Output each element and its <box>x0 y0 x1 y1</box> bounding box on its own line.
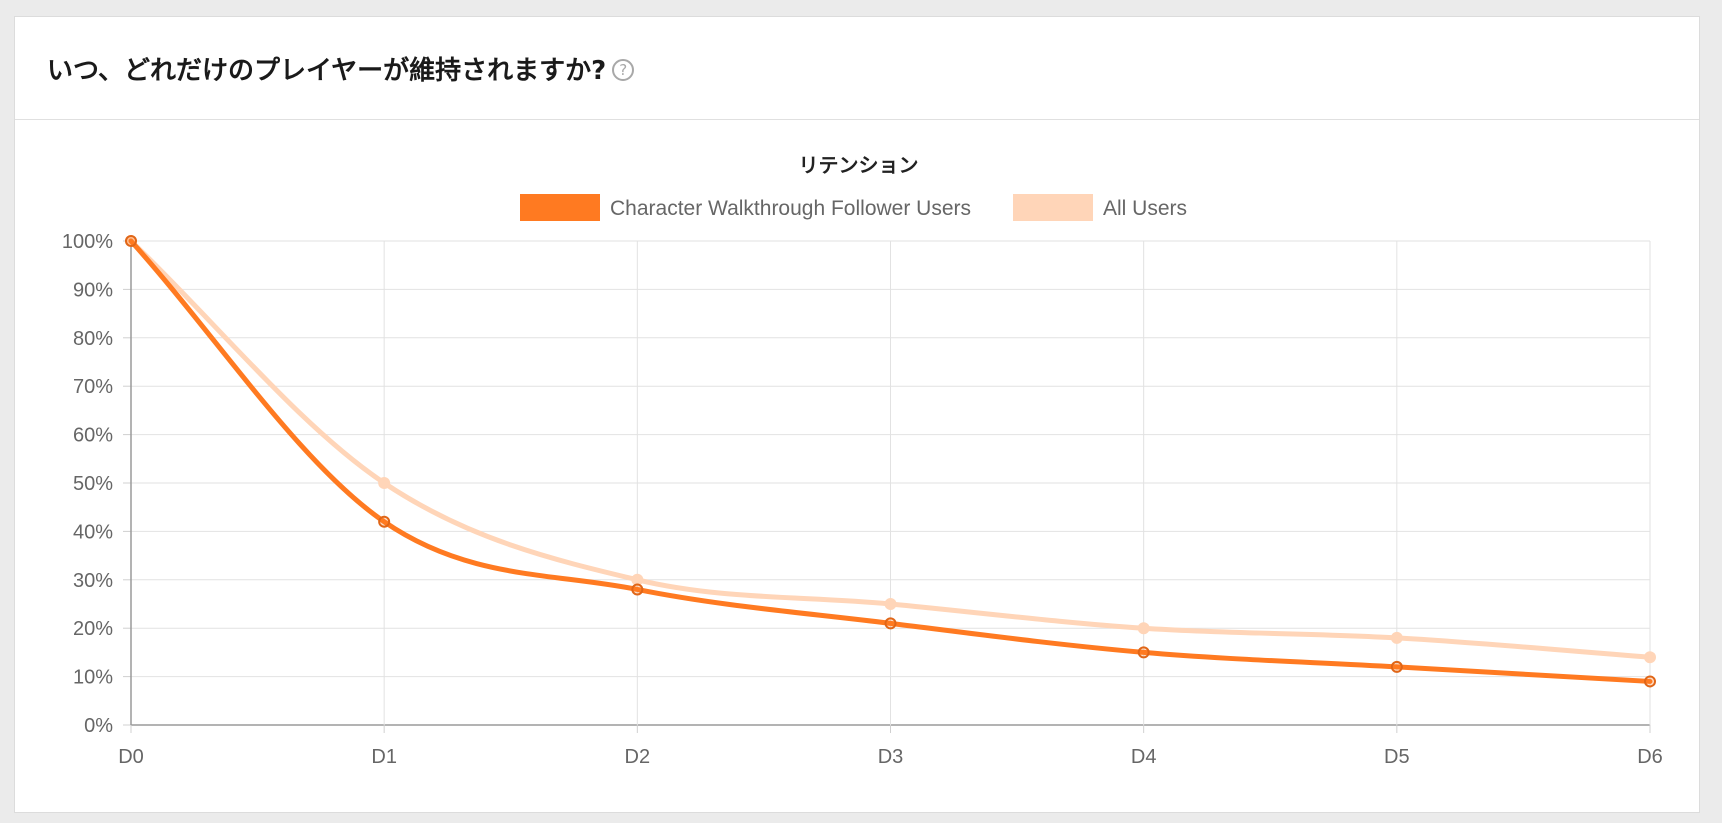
card-header: いつ、どれだけのプレイヤーが維持されますか?? <box>15 17 1699 120</box>
series-line-0 <box>128 238 1653 684</box>
legend-swatch[interactable] <box>520 194 600 221</box>
x-tick-label: D4 <box>1131 746 1157 768</box>
series-point-0[interactable] <box>1390 660 1403 673</box>
legend-label[interactable]: Character Walkthrough Follower Users <box>610 197 971 220</box>
series-point-0[interactable] <box>884 617 897 630</box>
y-tick-label: 60% <box>73 425 113 447</box>
x-tick-label: D3 <box>878 746 904 768</box>
x-tick-label: D5 <box>1384 746 1410 768</box>
x-tick-label: D0 <box>118 746 144 768</box>
x-tick-label: D6 <box>1637 746 1663 768</box>
x-tick-label: D1 <box>371 746 397 768</box>
series-point-0[interactable] <box>378 515 391 528</box>
card-title-text: いつ、どれだけのプレイヤーが維持されますか? <box>47 56 607 86</box>
y-tick-label: 10% <box>73 667 113 689</box>
series-point-1[interactable] <box>1390 631 1403 644</box>
series-point-1[interactable] <box>884 598 897 610</box>
series-point-0[interactable] <box>125 235 137 247</box>
series-point-1[interactable] <box>1137 622 1150 635</box>
y-tick-label: 100% <box>62 231 113 253</box>
y-tick-label: 70% <box>73 376 113 398</box>
retention-card: いつ、どれだけのプレイヤーが維持されますか?? <box>14 16 1700 813</box>
series-point-1[interactable] <box>378 477 391 489</box>
card-title: いつ、どれだけのプレイヤーが維持されますか?? <box>47 50 635 87</box>
y-tick-label: 80% <box>73 328 113 350</box>
y-tick-label: 50% <box>73 473 113 495</box>
y-tick-label: 0% <box>84 715 113 737</box>
y-tick-label: 90% <box>73 279 113 301</box>
series-point-0[interactable] <box>631 583 644 596</box>
series-point-0[interactable] <box>1644 675 1656 688</box>
series-point-1[interactable] <box>631 573 644 586</box>
y-tick-label: 30% <box>73 570 113 592</box>
y-tick-label: 40% <box>73 521 113 543</box>
y-tick-label: 20% <box>73 618 113 640</box>
legend-swatch[interactable] <box>1013 194 1093 221</box>
series-point-0[interactable] <box>1137 646 1150 659</box>
x-tick-label: D2 <box>625 746 651 768</box>
legend-label[interactable]: All Users <box>1103 197 1187 220</box>
chart-title: リテンション <box>799 153 919 177</box>
help-circle-icon[interactable]: ? <box>612 58 635 81</box>
series-point-1[interactable] <box>1644 651 1656 664</box>
